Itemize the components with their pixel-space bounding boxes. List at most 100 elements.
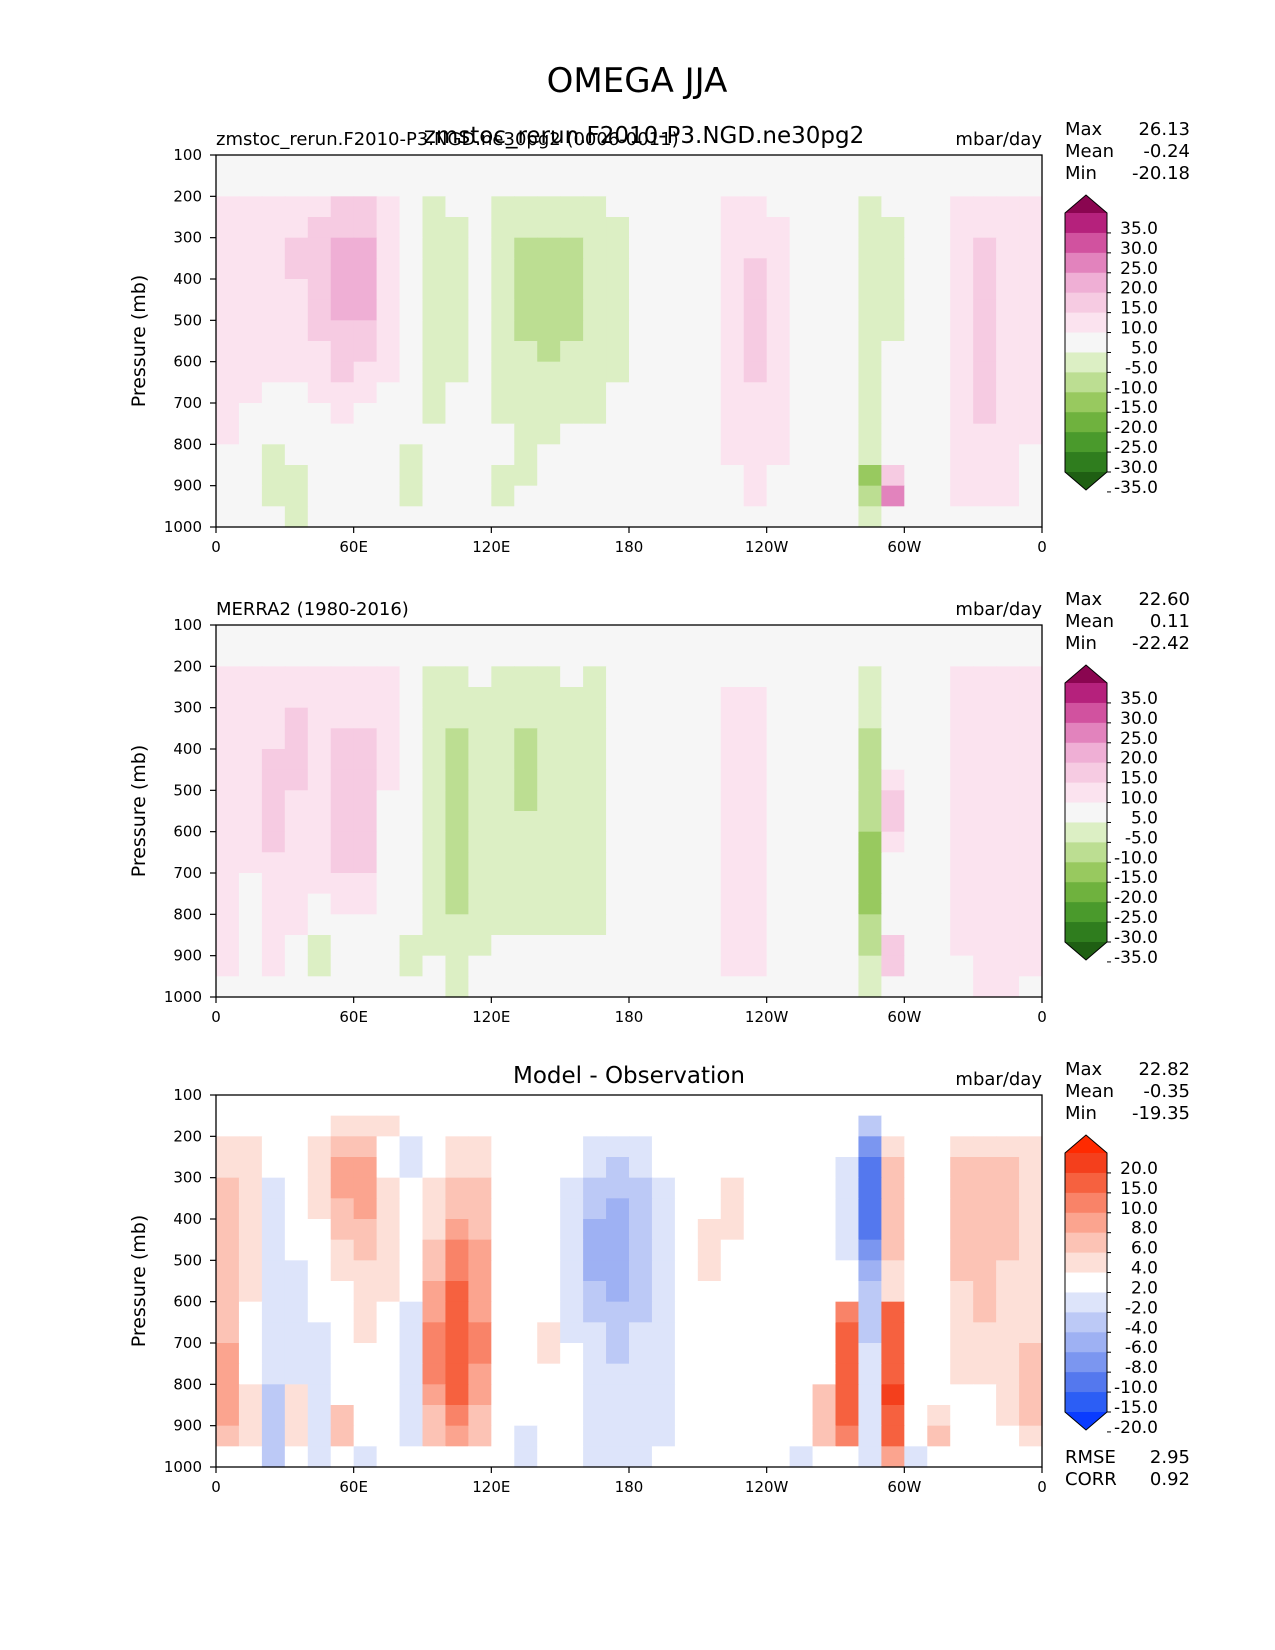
heatmap-cell (835, 1177, 860, 1199)
heatmap-cell (812, 749, 837, 771)
heatmap-cell (950, 320, 974, 342)
heatmap-cell (973, 1322, 997, 1344)
heatmap-cell (950, 382, 974, 404)
heatmap-cell (789, 1446, 814, 1468)
heatmap-cell (835, 914, 860, 936)
heatmap-cell (238, 1301, 263, 1323)
heatmap-cell (812, 155, 837, 177)
heatmap-cell (629, 1136, 653, 1158)
x-tick-label: 60E (339, 538, 368, 556)
heatmap-cell (720, 1363, 745, 1385)
colorbar-label: 10.0 (1120, 319, 1158, 339)
heatmap-cell (330, 1239, 355, 1261)
heatmap-cell (789, 893, 814, 915)
heatmap-cell (904, 1157, 928, 1179)
heatmap-cell (261, 1219, 286, 1241)
units-label: mbar/day (955, 599, 1042, 620)
heatmap-cell (629, 320, 653, 342)
heatmap-cell (904, 258, 928, 280)
heatmap-cell (537, 341, 561, 363)
heatmap-cell (927, 893, 951, 915)
heatmap-cell (743, 382, 768, 404)
heatmap-cell (766, 1343, 791, 1365)
heatmap-cell (445, 1343, 469, 1365)
heatmap-cell (514, 320, 538, 342)
heatmap-cell (583, 341, 607, 363)
heatmap-cell (904, 155, 928, 177)
heatmap-cell (629, 1260, 653, 1282)
heatmap-cell (537, 1384, 561, 1406)
heatmap-cell (216, 444, 240, 466)
heatmap-cell (537, 852, 561, 874)
heatmap-cell (996, 955, 1020, 977)
heatmap-cell (835, 1363, 860, 1385)
heatmap-cell (789, 625, 814, 647)
heatmap-cell (766, 687, 791, 709)
heatmap-cell (330, 728, 355, 750)
heatmap-cell (743, 1301, 768, 1323)
heatmap-cell (422, 506, 447, 528)
heatmap-cell (514, 423, 538, 445)
heatmap-cell (399, 175, 424, 197)
heatmap-cell (720, 1281, 745, 1303)
heatmap-cell (789, 707, 814, 729)
heatmap-cell (537, 645, 561, 667)
heatmap-cell (514, 1425, 538, 1447)
stat-label-mean: Mean (1065, 611, 1114, 632)
heatmap-cell (216, 217, 240, 239)
heatmap-cell (904, 1425, 928, 1447)
colorbar-segment (1065, 412, 1107, 433)
heatmap-cell (583, 1343, 607, 1365)
heatmap-cell (950, 465, 974, 487)
heatmap-cell (445, 299, 469, 321)
heatmap-cell (904, 749, 928, 771)
heatmap-cell (491, 935, 515, 957)
heatmap-cell (629, 707, 653, 729)
heatmap-cell (743, 790, 768, 812)
heatmap-cell (238, 1239, 263, 1261)
heatmap-cell (927, 790, 951, 812)
colorbar-segment (1065, 1292, 1107, 1313)
heatmap-cell (629, 279, 653, 301)
heatmap-cell (812, 1115, 837, 1137)
heatmap-cell (238, 237, 263, 259)
y-tick-label: 800 (173, 435, 202, 453)
heatmap-cell (468, 1136, 492, 1158)
heatmap-cell (789, 1136, 814, 1158)
heatmap-cell (307, 1157, 332, 1179)
heatmap-cell (674, 893, 699, 915)
heatmap-cell (996, 873, 1020, 895)
heatmap-cell (858, 175, 882, 197)
heatmap-cell (468, 258, 492, 280)
heatmap-cell (307, 955, 332, 977)
heatmap-cell (216, 625, 240, 647)
heatmap-cell (606, 1446, 630, 1468)
heatmap-cell (606, 155, 630, 177)
heatmap-cell (1019, 1219, 1043, 1241)
heatmap-cell (927, 1198, 951, 1220)
heatmap-cell (651, 1281, 676, 1303)
heatmap-cell (583, 707, 607, 729)
heatmap-cell (376, 728, 401, 750)
heatmap-cell (284, 1425, 309, 1447)
heatmap-cell (858, 1343, 882, 1365)
heatmap-cell (996, 217, 1020, 239)
heatmap-cell (399, 444, 424, 466)
heatmap-cell (1019, 506, 1043, 528)
heatmap-cell (812, 1198, 837, 1220)
colorbar-segment (1065, 1352, 1107, 1373)
heatmap-cell (261, 831, 286, 853)
colorbar-label: -5.0 (1125, 358, 1158, 378)
heatmap-cell (812, 935, 837, 957)
heatmap-cell (307, 1136, 332, 1158)
heatmap-cell (973, 790, 997, 812)
heatmap-cell (743, 811, 768, 833)
heatmap-cell (583, 1405, 607, 1427)
heatmap-cell (422, 852, 447, 874)
heatmap-cell (216, 749, 240, 771)
heatmap-cell (514, 893, 538, 915)
heatmap-cell (766, 811, 791, 833)
colorbar-label: 4.0 (1131, 1259, 1158, 1279)
heatmap-cell (353, 423, 378, 445)
heatmap-cell (950, 769, 974, 791)
